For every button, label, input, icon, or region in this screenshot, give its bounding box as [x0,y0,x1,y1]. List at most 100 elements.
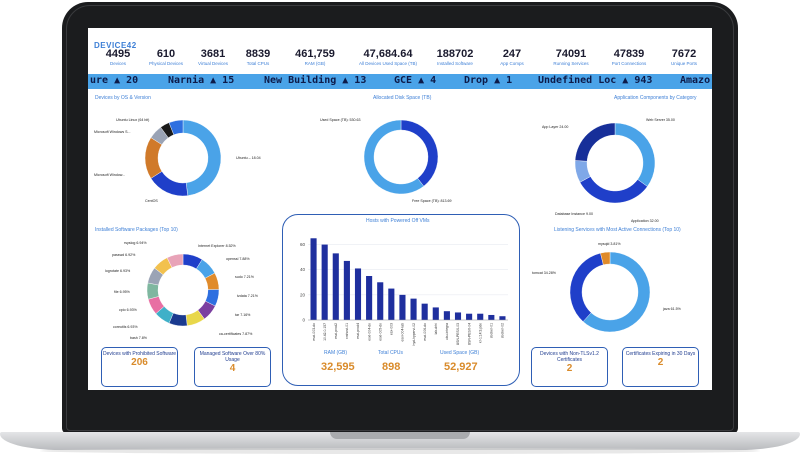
donut-slice[interactable] [570,252,604,322]
donut-slice[interactable] [168,119,184,136]
stat-value: 461,759 [295,48,335,60]
appcomp-panel-title: Application Components by Category [614,95,697,101]
slice-label: java 61.5% [663,307,681,311]
donut-slice[interactable] [400,119,439,187]
donut-slice[interactable] [146,282,160,300]
slice-label: sudo 7.21% [235,275,254,279]
slice-label: cpio 6.93% [119,308,137,312]
slice-label: file 6.95% [114,290,130,294]
donut-slice[interactable] [144,137,163,179]
donut-slice[interactable] [579,176,648,204]
x-tick-label: 10.42.0.157 [323,323,327,341]
host-bar[interactable] [399,294,406,320]
laptop-base [0,432,800,450]
stat-virtual-devices[interactable]: 3681 Virtual Devices [183,48,243,68]
card-value: 2 [566,363,573,374]
ticker-item[interactable]: Undefined Loc ▲ 943 [538,75,653,86]
stat-devices[interactable]: 4495 Devices [88,48,148,68]
x-tick-label: ubu-integra [445,323,449,340]
ticker-item[interactable]: GCE ▲ 4 [394,75,437,86]
stat-used-space[interactable]: 47,684.64 All Devices Used Space (TB) [358,48,418,68]
stat-value: 47839 [613,48,645,60]
stat-port-connections[interactable]: 47839 Port Connections [599,48,659,68]
x-tick-label: lab-drhi [434,323,438,335]
ticker-item[interactable]: Drop ▲ 1 [464,75,513,86]
stat-physical-devices[interactable]: 610 Physical Devices [136,48,196,68]
slice-label: Microsoft Windows S... [94,130,131,134]
stat-total-cpus[interactable]: 8839 Total CPUs [228,48,288,68]
card-expiring-certificates[interactable]: Certificates Expiring in 30 Days 2 [622,347,699,387]
host-bar[interactable] [488,314,495,320]
host-bar[interactable] [421,303,428,320]
metric-cpus-label: Total CPUs [378,350,404,356]
host-bar[interactable] [477,313,484,320]
host-bar[interactable] [388,288,395,320]
stat-value: 4495 [105,48,131,60]
stat-value: 47,684.64 [363,48,413,60]
slice-label: Internet Explorer 8.52% [198,244,236,248]
x-tick-label: esx-003 [390,323,394,335]
host-bar[interactable] [310,238,317,320]
host-bar[interactable] [354,268,362,320]
slice-label: Ubuntu – 18.04 [236,156,261,160]
host-bar[interactable] [432,307,439,320]
card-prohibited-software[interactable]: Devices with Prohibited Software 206 [101,347,178,387]
card-non-tls-certificates[interactable]: Devices with Non-TLSv1.2 Certificates 2 [531,347,608,387]
slice-label: Free Space (TB): 813.69 [412,199,452,203]
donut-slice[interactable] [575,122,616,162]
ticker-item[interactable]: New Building ▲ 13 [264,75,367,86]
donut-slice[interactable] [582,251,650,333]
card-managed-software[interactable]: Managed Software Over 80% Usage 4 [194,347,271,387]
stat-running-services[interactable]: 74091 Running Services [541,48,601,68]
donut-slice[interactable] [363,119,425,195]
stat-value: 8839 [245,48,271,60]
metric-space-value: 52,927 [444,361,478,373]
host-bar[interactable] [466,313,473,320]
slice-label: bash 7.8% [130,336,147,340]
stat-app-comps[interactable]: 247 App Comps [482,48,542,68]
stat-unique-ports[interactable]: 7672 Unique Ports [654,48,712,68]
hosts-bar-chart: 60 40 20 0 esxi-003-do 10.42.0.157 esxi-prod2 v… [300,238,508,345]
stat-value: 188702 [436,48,474,60]
metric-ram-value: 32,595 [321,361,355,373]
host-bar[interactable] [321,244,328,320]
stat-label: Running Services [553,61,589,66]
host-bar[interactable] [410,298,417,320]
host-bar[interactable] [377,282,384,320]
ticker-item[interactable]: ure ▲ 20 [90,75,139,86]
x-tick-label: esxi-004-do [367,323,371,341]
metric-space-label: Used Space (GB) [440,350,480,356]
donut-slice[interactable] [614,122,655,187]
stat-installed-software[interactable]: 188702 Installed Software [425,48,485,68]
x-tick-label: esxi-006-do [423,323,427,341]
disk-donut-chart [363,119,439,195]
host-bar[interactable] [454,312,462,320]
y-tick-label: 0 [302,318,305,323]
donut-slice[interactable] [182,119,222,196]
slice-label: rsyslog 6.94% [124,241,147,245]
ticker-item[interactable]: Narnia ▲ 15 [168,75,235,86]
ticker-item[interactable]: Amazo [680,75,711,86]
y-tick-label: 40 [300,267,306,272]
slice-label: tomcat 34.28% [532,271,556,275]
stat-ram[interactable]: 461,759 RAM (GB) [285,48,345,68]
host-bar[interactable] [443,311,450,320]
x-tick-label: esxi-005-do [378,323,382,341]
host-bar[interactable] [499,316,506,320]
donut-slice[interactable] [600,251,611,266]
host-bar[interactable] [332,253,339,320]
stat-label: Total CPUs [246,61,270,66]
card-title: Devices with Non-TLSv1.2 Certificates [540,351,599,363]
slice-label: Used Space (TB): 530.63 [320,118,361,122]
metric-cpus-value: 898 [382,361,401,373]
x-tick-label: esxi-003-do [312,323,316,341]
location-ticker: ure ▲ 20 Narnia ▲ 15 New Building ▲ 13 G… [88,74,712,89]
host-bar[interactable] [343,260,350,320]
slice-label: passwd 6.92% [112,253,136,257]
laptop-notch [330,432,470,439]
stat-label: Devices [109,61,126,66]
donut-slice[interactable] [166,253,184,268]
host-bar[interactable] [366,276,373,320]
card-title: Certificates Expiring in 30 Days [625,351,696,357]
laptop-shadow [40,448,760,454]
